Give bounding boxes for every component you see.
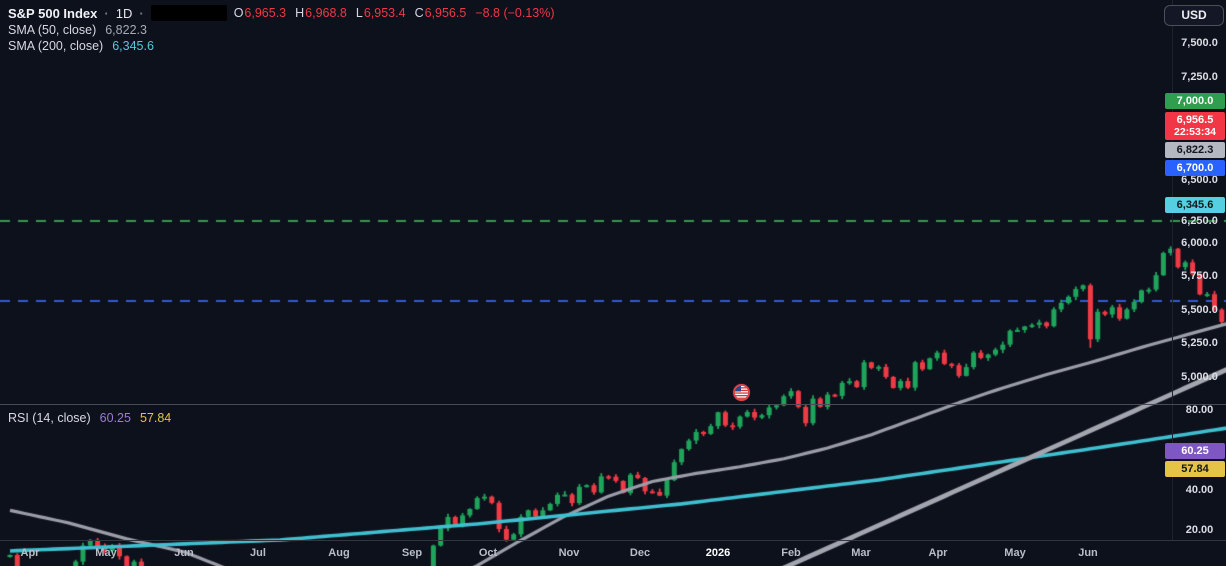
time-axis-separator bbox=[0, 540, 1226, 541]
currency-button[interactable]: USD bbox=[1164, 5, 1224, 26]
time-axis-label: Aug bbox=[328, 547, 350, 559]
close-value: 6,956.5 bbox=[424, 6, 467, 20]
ohlc-values: O 6,965.3 H 6,968.8 L 6,953.4 C 6,956.5 −8.8… bbox=[234, 6, 555, 20]
change-value: −8.8 (−0.13%) bbox=[475, 6, 555, 20]
time-axis-label: Oct bbox=[478, 547, 498, 559]
legend-separator: · bbox=[139, 5, 144, 21]
time-axis-label: Jun bbox=[1078, 547, 1098, 559]
close-prefix: C bbox=[414, 6, 424, 20]
sma200-legend[interactable]: SMA (200, close) 6,345.6 bbox=[8, 39, 154, 53]
price-axis-badge[interactable]: 6,345.6 bbox=[1165, 197, 1225, 213]
sma200-label: SMA (200, close) bbox=[8, 39, 104, 53]
price-countdown: 22:53:34 bbox=[1173, 126, 1217, 138]
time-axis-label: Dec bbox=[629, 547, 651, 559]
time-axis-label: May bbox=[95, 547, 117, 559]
redacted-exchange-label bbox=[150, 5, 227, 21]
price-axis-tick: 20.00 bbox=[1185, 524, 1214, 536]
time-axis-label: Sep bbox=[401, 547, 423, 559]
time-axis-label: Jul bbox=[250, 547, 266, 559]
interval-label[interactable]: 1D bbox=[115, 5, 133, 21]
time-axis-label: 2026 bbox=[705, 547, 731, 559]
price-axis-tick: 6,500.0 bbox=[1181, 174, 1218, 186]
price-axis-badge[interactable]: 57.84 bbox=[1165, 461, 1225, 477]
time-axis-label: May bbox=[1004, 547, 1026, 559]
price-axis-tick: 80.00 bbox=[1185, 404, 1214, 416]
symbol-legend[interactable]: S&P 500 Index · 1D · O 6,965.3 H 6,968.8 L… bbox=[8, 5, 555, 21]
rsi-value: 60.25 bbox=[99, 411, 131, 425]
time-axis-label: Apr bbox=[928, 547, 948, 559]
low-prefix: L bbox=[355, 6, 363, 20]
price-axis-tick: 7,500.0 bbox=[1181, 37, 1218, 49]
price-axis-tick: 5,500.0 bbox=[1181, 304, 1218, 316]
price-axis-badge[interactable]: 6,956.5 22:53:34 bbox=[1165, 112, 1225, 140]
price-axis-border bbox=[1172, 0, 1173, 540]
sma50-label: SMA (50, close) bbox=[8, 23, 97, 37]
sma50-value: 6,822.3 bbox=[105, 23, 147, 37]
high-prefix: H bbox=[295, 6, 305, 20]
price-axis-badge[interactable]: 7,000.0 bbox=[1165, 93, 1225, 109]
price-axis[interactable]: 7,500.0 7,250.0 6,500.0 6,250.0 6,000.0 5,750… bbox=[1165, 0, 1226, 540]
open-prefix: O bbox=[233, 6, 244, 20]
price-axis-badge[interactable]: 60.25 bbox=[1165, 443, 1225, 459]
rsi-ma-value: 57.84 bbox=[139, 411, 172, 425]
time-axis[interactable]: Apr May Jun Jul Aug Sep Oct Nov Dec 2026 Feb Mar Apr… bbox=[0, 541, 1226, 566]
sma50-legend[interactable]: SMA (50, close) 6,822.3 bbox=[8, 23, 147, 37]
time-axis-label: Apr bbox=[20, 547, 40, 559]
time-axis-label: Jun bbox=[174, 547, 194, 559]
us-flag-economic-event-icon[interactable] bbox=[732, 383, 751, 407]
rsi-label: RSI (14, close) bbox=[8, 411, 91, 425]
sma200-value: 6,345.6 bbox=[112, 39, 154, 53]
high-value: 6,968.8 bbox=[305, 6, 347, 20]
symbol-name[interactable]: S&P 500 Index bbox=[8, 5, 98, 21]
time-axis-label: Nov bbox=[558, 547, 580, 559]
price-axis-tick: 6,000.0 bbox=[1181, 237, 1218, 249]
price-axis-tick: 6,250.0 bbox=[1181, 215, 1218, 227]
time-axis-label: Feb bbox=[781, 547, 801, 559]
rsi-legend[interactable]: RSI (14, close) 60.25 57.84 bbox=[8, 411, 171, 425]
low-value: 6,953.4 bbox=[363, 6, 406, 20]
open-value: 6,965.3 bbox=[244, 6, 287, 20]
price-axis-tick: 5,000.0 bbox=[1181, 371, 1218, 383]
price-axis-badge[interactable]: 6,822.3 bbox=[1165, 142, 1225, 158]
pane-separator[interactable] bbox=[0, 404, 1226, 405]
price-axis-tick: 40.00 bbox=[1185, 484, 1214, 496]
price-axis-tick: 5,750.0 bbox=[1181, 270, 1218, 282]
legend-separator: · bbox=[104, 5, 109, 21]
time-axis-label: Mar bbox=[851, 547, 871, 559]
price-axis-tick: 7,250.0 bbox=[1181, 71, 1218, 83]
price-axis-tick: 5,250.0 bbox=[1181, 337, 1218, 349]
price-axis-badge[interactable]: 6,700.0 bbox=[1165, 160, 1225, 176]
